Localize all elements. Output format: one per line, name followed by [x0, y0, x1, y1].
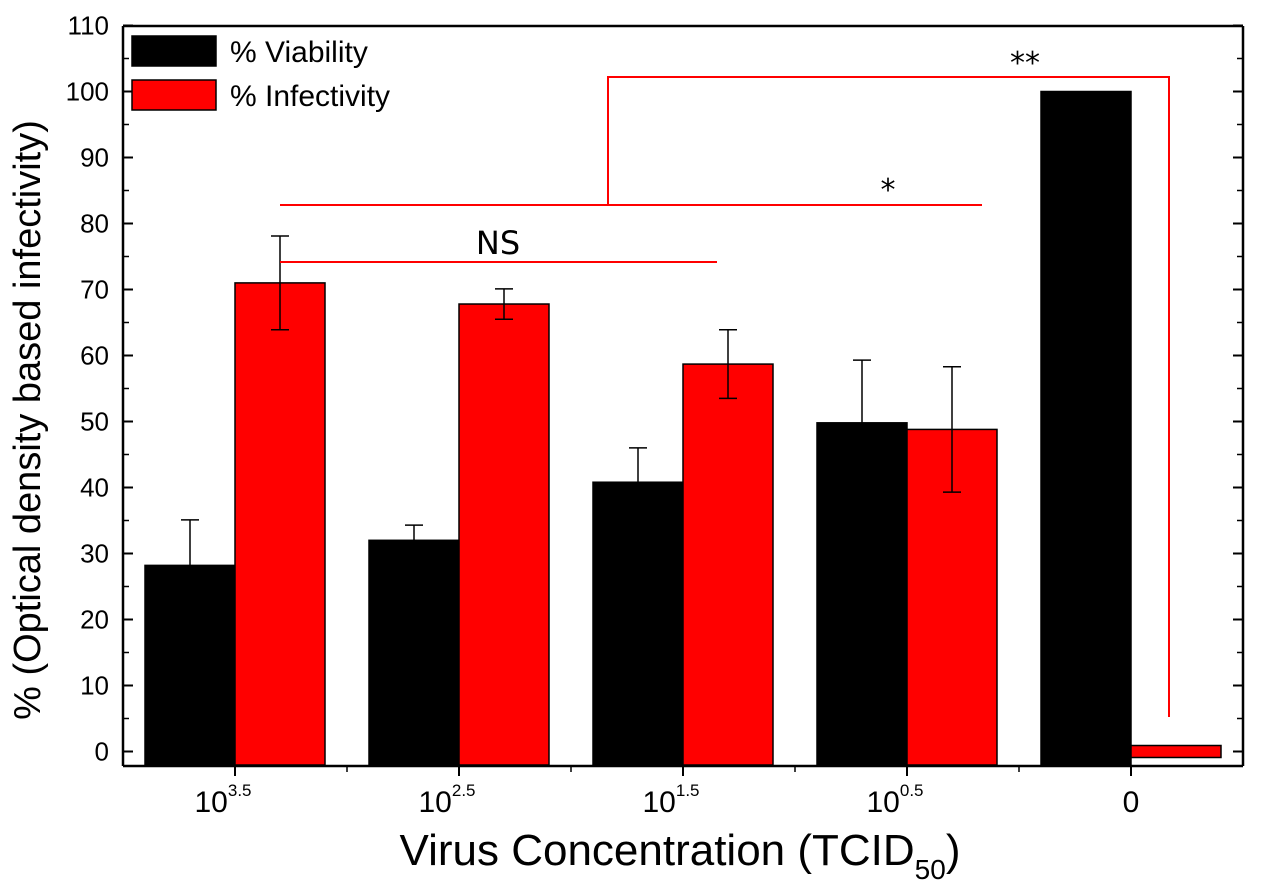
y-tick-label: 110 — [68, 11, 109, 41]
legend: % Viability % Infectivity — [131, 35, 390, 113]
y-tick-label: 10 — [80, 671, 109, 701]
infectivity-bar — [682, 363, 774, 766]
x-tick-label-base: 0 — [1123, 786, 1140, 819]
x-tick-label-exponent: 2.5 — [452, 781, 476, 800]
y-tick-label: 60 — [80, 341, 109, 371]
significance-annotations: NS*** — [280, 46, 1170, 717]
y-axis-title: % (Optical density based infectivity) — [7, 120, 49, 720]
y-axis: 0 10 20 30 40 50 60 70 80 90 100 110 — [66, 11, 1243, 767]
viability-bar — [1040, 90, 1132, 766]
y-tick-label: 80 — [80, 209, 109, 239]
error-bars — [181, 235, 961, 612]
x-tick-label-base: 10 — [418, 786, 451, 819]
x-tick-label-base: 10 — [866, 786, 899, 819]
viability-bar — [368, 539, 460, 766]
bars — [144, 90, 1222, 766]
legend-label-viability: % Viability — [230, 36, 368, 69]
x-tick-label-base: 10 — [642, 786, 675, 819]
x-axis-title-subscript: 50 — [915, 854, 946, 885]
single-star-label: * — [881, 173, 896, 208]
infectivity-bar — [234, 282, 326, 766]
x-tick-label-exponent: 3.5 — [228, 781, 252, 800]
x-tick-label: 102.5 — [418, 781, 475, 819]
y-tick-label: 90 — [80, 143, 109, 173]
y-tick-label: 40 — [80, 473, 109, 503]
y-tick-label: 20 — [80, 605, 109, 635]
y-tick-label: 70 — [80, 275, 109, 305]
infectivity-bar — [458, 303, 550, 766]
x-tick-label-exponent: 1.5 — [676, 781, 700, 800]
x-tick-label: 103.5 — [194, 781, 251, 819]
x-axis-title: Virus Concentration (TCID50) — [400, 826, 961, 885]
legend-swatch-infectivity — [131, 79, 217, 111]
x-tick-label-exponent: 0.5 — [900, 781, 924, 800]
y-tick-label: 30 — [80, 539, 109, 569]
x-tick-label: 0 — [1123, 786, 1140, 819]
x-axis: 103.5 102.5 101.5 100.5 0 — [194, 766, 1139, 819]
legend-swatch-viability — [131, 35, 217, 67]
y-tick-label: 100 — [66, 77, 109, 107]
double-star-bracket — [607, 76, 1170, 717]
double-star-label: ** — [1010, 46, 1040, 81]
y-tick-label: 0 — [95, 737, 109, 767]
x-tick-label: 100.5 — [866, 781, 923, 819]
x-tick-label-base: 10 — [194, 786, 227, 819]
x-tick-label: 101.5 — [642, 781, 699, 819]
infectivity-bar — [1130, 744, 1222, 759]
legend-label-infectivity: % Infectivity — [230, 80, 390, 113]
ns-label: NS — [476, 224, 520, 262]
y-tick-label: 50 — [80, 407, 109, 437]
viability-bar — [592, 481, 684, 766]
